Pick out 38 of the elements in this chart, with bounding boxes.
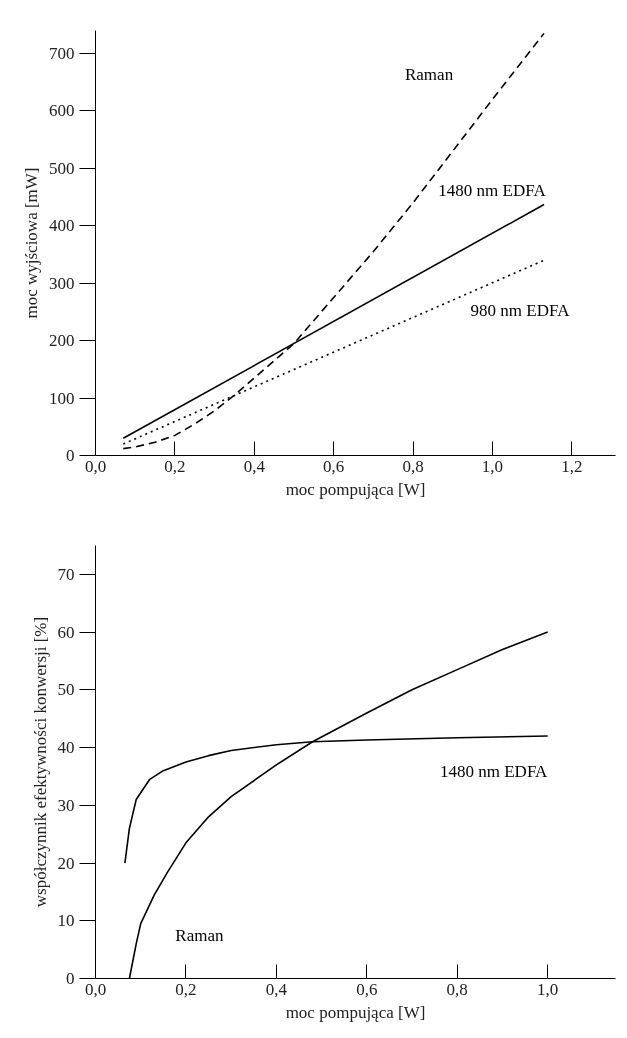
y-tick-label: 300 [49, 273, 75, 293]
y-axis-title: moc wyjściowa [mW] [22, 167, 41, 319]
y-tick-label: 10 [57, 911, 75, 931]
y-axis-title: współczynnik efektywności konwersji [%] [30, 616, 50, 908]
y-tick-label: 20 [57, 853, 75, 873]
y-tick-label: 0 [66, 969, 75, 988]
y-tick-label: 200 [49, 331, 75, 351]
y-tick-label: 60 [57, 622, 75, 642]
y-tick-label: 400 [49, 216, 75, 236]
series-label: 980 nm EDFA [470, 300, 571, 320]
x-tick-label: 1,0 [537, 979, 559, 999]
x-axis-title: moc pompująca [W] [285, 1002, 426, 1022]
y-tick-label: 500 [49, 158, 75, 178]
series-label: Raman [175, 926, 224, 945]
text: Raman [404, 64, 454, 84]
x-tick-label: 0,0 [84, 456, 107, 476]
x-tick-label: 0,6 [356, 979, 378, 999]
y-tick-label: 100 [49, 388, 75, 408]
y-tick-label: 50 [57, 680, 75, 700]
y-tick-label: 70 [57, 564, 75, 584]
x-tick-label: 1,2 [561, 456, 583, 476]
y-tick-label: 40 [57, 738, 75, 758]
x-tick-label: 0,8 [446, 979, 468, 999]
x-tick-label: 0,6 [323, 456, 345, 476]
series-label: 1480 nm EDFA [440, 761, 549, 781]
x-tick-label: 0,4 [243, 456, 266, 476]
y-tick-label: 0 [66, 446, 75, 465]
y-tick-label: 600 [49, 101, 75, 121]
x-axis-title: moc pompująca [W] [285, 479, 426, 499]
x-tick-label: 0,0 [84, 979, 107, 999]
x-tick-label: 0,2 [175, 979, 197, 999]
x-tick-label: 0,4 [265, 979, 288, 999]
x-tick-label: 0,2 [164, 456, 186, 476]
x-tick-label: 0,8 [402, 456, 424, 476]
series-label: 1480 nm EDFA [438, 181, 547, 201]
y-tick-label: 30 [57, 795, 75, 815]
x-tick-label: 1,0 [481, 456, 504, 476]
y-tick-label: 700 [49, 43, 75, 63]
